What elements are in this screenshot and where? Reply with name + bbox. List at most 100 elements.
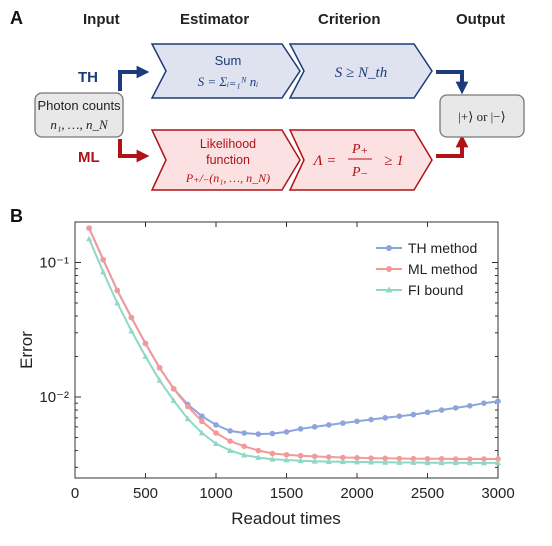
series-point-2: [382, 459, 389, 465]
input-box: [34, 92, 124, 138]
series-point-1: [227, 438, 233, 444]
series-point-1: [269, 450, 276, 457]
legend-marker-2: [385, 286, 393, 293]
series-markers: [86, 225, 501, 466]
series-point-2: [213, 440, 219, 447]
series-point-1: [354, 455, 360, 461]
series-point-2: [311, 458, 318, 464]
x-axis-label: Readout times: [231, 509, 341, 528]
series-point-0: [467, 403, 473, 409]
series-point-1: [396, 455, 403, 462]
input-box-line1: Photon counts: [37, 98, 121, 113]
series-point-1: [467, 456, 473, 462]
series-point-1: [438, 456, 445, 462]
th-criterion-text: S ≥ N_th: [335, 65, 387, 81]
series-point-2: [255, 454, 262, 460]
series-point-2: [368, 458, 375, 465]
series-point-2: [495, 459, 501, 466]
th-estimator-chevron: [150, 43, 301, 99]
series-point-0: [199, 413, 205, 420]
series-point-1: [100, 256, 106, 263]
input-box-line2: n₁, …, n_N: [50, 117, 109, 132]
legend-label-1: ML method: [408, 261, 478, 277]
ml-estimator-line1: Likelihood: [200, 137, 256, 151]
series-point-2: [466, 459, 473, 466]
x-tick-label: 1500: [270, 485, 303, 502]
series-point-0: [283, 429, 290, 435]
series-point-0: [241, 430, 247, 436]
x-tick-label: 2500: [411, 485, 444, 502]
series-point-1: [213, 430, 219, 436]
output-box: [439, 94, 525, 138]
series-point-2: [424, 459, 431, 466]
panel-a-label: A: [10, 8, 23, 28]
series-point-0: [481, 400, 487, 406]
legend-label-2: FI bound: [408, 282, 463, 298]
th-criterion-chevron: [288, 43, 433, 99]
series-point-2: [396, 459, 403, 465]
ml-criterion-rhs: ≥ 1: [384, 153, 403, 169]
ml-criterion-lhs: Λ =: [312, 153, 337, 169]
panel-b: B 0 500 1000 1500 2000 2500 3000 10⁻¹ 10⁻² Reado…: [10, 206, 515, 528]
x-tick-label: 2000: [340, 485, 373, 502]
series-point-1: [297, 452, 304, 459]
series-point-2: [128, 327, 135, 334]
series-point-0: [382, 415, 389, 421]
ml-estimator-formula: P₊/₋(n₁, …, n_N): [185, 171, 270, 185]
series-point-2: [170, 397, 177, 404]
series-point-0: [340, 420, 346, 426]
series-point-2: [452, 459, 459, 466]
series-point-0: [410, 411, 417, 418]
ml-criterion-chevron: [288, 129, 433, 191]
series-point-1: [128, 314, 135, 321]
series-point-1: [326, 454, 332, 460]
legend-label-0: TH method: [408, 240, 477, 256]
series-point-1: [142, 340, 149, 347]
x-tick-label: 1000: [199, 485, 232, 502]
series-point-2: [184, 415, 191, 422]
series-line-0: [88, 227, 499, 436]
series-point-2: [283, 456, 290, 463]
series-point-0: [326, 422, 332, 428]
series-point-1: [368, 455, 374, 461]
series-point-1: [311, 453, 318, 460]
x-tick-label: 0: [71, 485, 79, 502]
series-point-1: [495, 456, 501, 462]
header-estimator: Estimator: [180, 11, 249, 28]
series-point-2: [325, 458, 332, 465]
panel-b-label: B: [10, 206, 23, 226]
series-point-0: [311, 424, 318, 430]
series-point-0: [269, 430, 276, 437]
series-point-0: [452, 405, 459, 411]
series-point-2: [410, 459, 417, 465]
ml-criterion-numerator: P₊: [351, 142, 368, 157]
axis-ticks: 0 500 1000 1500 2000 2500 3000 10⁻¹ 10⁻²: [39, 221, 515, 502]
ml-output-arrow: [436, 134, 469, 158]
th-output-arrow: [436, 70, 469, 95]
series-point-2: [86, 235, 93, 242]
series-point-0: [368, 416, 374, 423]
series-point-2: [198, 429, 205, 436]
series-point-0: [424, 409, 431, 416]
ml-input-arrow: [118, 139, 150, 163]
series-point-0: [438, 407, 445, 413]
series-point-1: [170, 386, 177, 392]
th-label: TH: [78, 69, 98, 86]
series-point-1: [340, 454, 346, 461]
th-estimator-formula: S = Σᵢ₌₁ᴺ nᵢ: [198, 74, 259, 89]
series-point-0: [297, 426, 304, 432]
series-point-0: [354, 418, 360, 425]
output-box-text: |+⟩ or |−⟩: [458, 109, 505, 124]
panel-a: A Input Estimator Criterion Output Photo…: [10, 8, 525, 191]
series-point-1: [114, 287, 121, 294]
series-point-1: [452, 456, 459, 462]
series-point-2: [142, 353, 149, 359]
series-point-2: [114, 299, 121, 306]
series-point-1: [481, 456, 487, 462]
header-output: Output: [456, 11, 505, 28]
series-point-1: [255, 447, 262, 454]
series-point-1: [424, 456, 431, 462]
x-tick-label: 500: [133, 485, 158, 502]
series-point-1: [283, 451, 290, 458]
